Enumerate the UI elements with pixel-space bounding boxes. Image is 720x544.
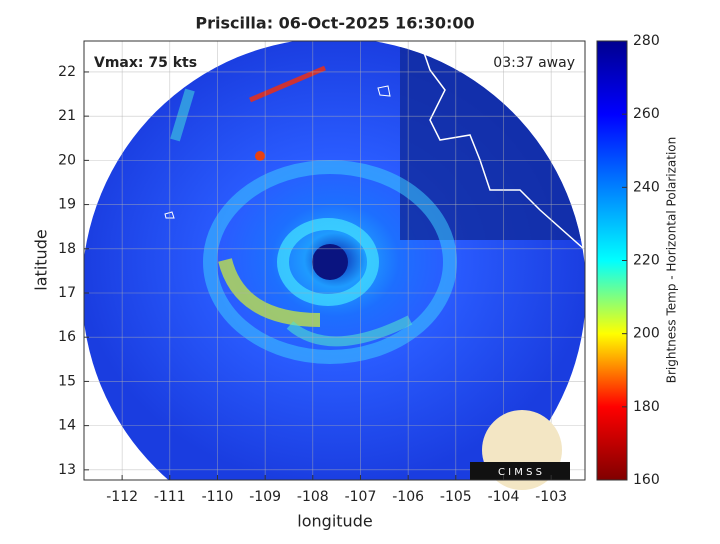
- logo-text: C I M S S: [498, 467, 542, 478]
- colorbar-tick-label: 160: [633, 472, 660, 488]
- plot-frame: [83, 40, 586, 481]
- x-tick-label: -110: [202, 489, 234, 505]
- x-axis-label: longitude: [297, 512, 372, 531]
- y-tick-label: 20: [58, 152, 76, 168]
- annotation: Vmax: 75 kts: [94, 55, 197, 71]
- x-tick-label: -112: [106, 489, 138, 505]
- y-tick-label: 13: [58, 462, 76, 478]
- y-tick-label: 16: [58, 329, 76, 345]
- y-axis-label: latitude: [32, 229, 51, 290]
- annotation: 03:37 away: [493, 55, 575, 71]
- x-tick-label: -103: [535, 489, 567, 505]
- colorbar-tick-label: 260: [633, 106, 660, 122]
- colorbar-label: Brightness Temp - Horizontal Polarizatio…: [665, 137, 679, 384]
- x-tick-label: -107: [345, 489, 377, 505]
- x-tick-label: -108: [297, 489, 329, 505]
- colorbar-tick-label: 220: [633, 253, 660, 269]
- y-tick-label: 22: [58, 64, 76, 80]
- colorbar-tick-label: 180: [633, 399, 660, 415]
- colorbar-tick-label: 200: [633, 326, 660, 342]
- chart-title: Priscilla: 06-Oct-2025 16:30:00: [195, 14, 474, 33]
- x-tick-label: -104: [488, 489, 520, 505]
- logo: C I M S S: [470, 410, 570, 490]
- x-tick-label: -106: [392, 489, 424, 505]
- colorbar-tick-label: 240: [633, 179, 660, 195]
- y-tick-label: 18: [58, 241, 76, 257]
- x-tick-label: -105: [440, 489, 472, 505]
- y-tick-label: 17: [58, 285, 76, 301]
- colorbar-tick-label: 280: [633, 33, 660, 49]
- x-tick-label: -111: [154, 489, 186, 505]
- y-tick-label: 19: [58, 197, 76, 213]
- y-tick-label: 15: [58, 373, 76, 389]
- y-tick-label: 14: [58, 418, 76, 434]
- x-tick-label: -109: [249, 489, 281, 505]
- y-tick-label: 21: [58, 108, 76, 124]
